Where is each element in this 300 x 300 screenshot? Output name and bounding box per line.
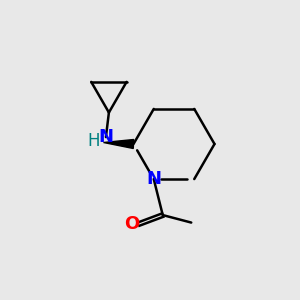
Polygon shape (103, 140, 134, 148)
Text: N: N (146, 170, 161, 188)
Text: O: O (124, 215, 140, 233)
Text: H: H (88, 132, 100, 150)
Text: N: N (98, 128, 113, 146)
